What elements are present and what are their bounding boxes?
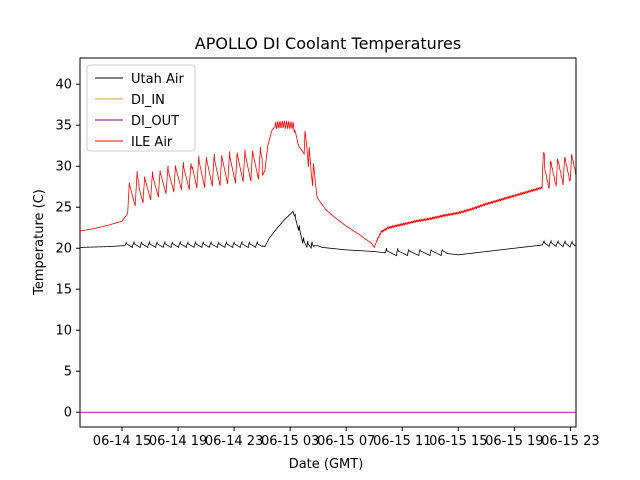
y-tick-label: 40 bbox=[55, 78, 72, 93]
y-axis-label: Temperature (C) bbox=[32, 189, 47, 296]
axes-frame bbox=[79, 57, 577, 428]
x-tick-label: 06-15 15 bbox=[429, 434, 487, 449]
x-tick-label: 06-15 07 bbox=[317, 434, 375, 449]
series-line-utah-air bbox=[80, 210, 576, 257]
y-tick-label: 5 bbox=[64, 365, 72, 380]
x-tick-label: 06-14 15 bbox=[93, 434, 151, 449]
y-tick-label: 30 bbox=[55, 160, 72, 175]
x-tick-label: 06-14 23 bbox=[205, 434, 263, 449]
legend-label: DI_IN bbox=[131, 93, 165, 108]
y-tick-label: 0 bbox=[64, 406, 72, 421]
legend-box bbox=[86, 64, 196, 152]
x-axis-label: Date (GMT) bbox=[289, 457, 364, 472]
legend-label: DI_OUT bbox=[131, 114, 179, 129]
legend-label: Utah Air bbox=[131, 72, 184, 87]
x-tick-label: 06-15 23 bbox=[541, 434, 599, 449]
y-tick-label: 15 bbox=[55, 283, 72, 298]
series-line-ile-air bbox=[80, 120, 576, 249]
x-tick-label: 06-14 19 bbox=[149, 434, 207, 449]
legend: Utah Air DI_IN DI_OUT ILE Air bbox=[86, 64, 196, 152]
x-tick-label: 06-15 11 bbox=[373, 434, 431, 449]
legend-label: ILE Air bbox=[131, 135, 173, 150]
y-tick-label: 20 bbox=[55, 242, 72, 257]
plot-area bbox=[80, 120, 576, 413]
chart-title: APOLLO DI Coolant Temperatures bbox=[195, 34, 461, 53]
x-tick-label: 06-15 03 bbox=[261, 434, 319, 449]
x-tick-label: 06-15 19 bbox=[485, 434, 543, 449]
y-tick-label: 25 bbox=[55, 201, 72, 216]
y-tick-label: 10 bbox=[55, 324, 72, 339]
y-tick-label: 35 bbox=[55, 119, 72, 134]
